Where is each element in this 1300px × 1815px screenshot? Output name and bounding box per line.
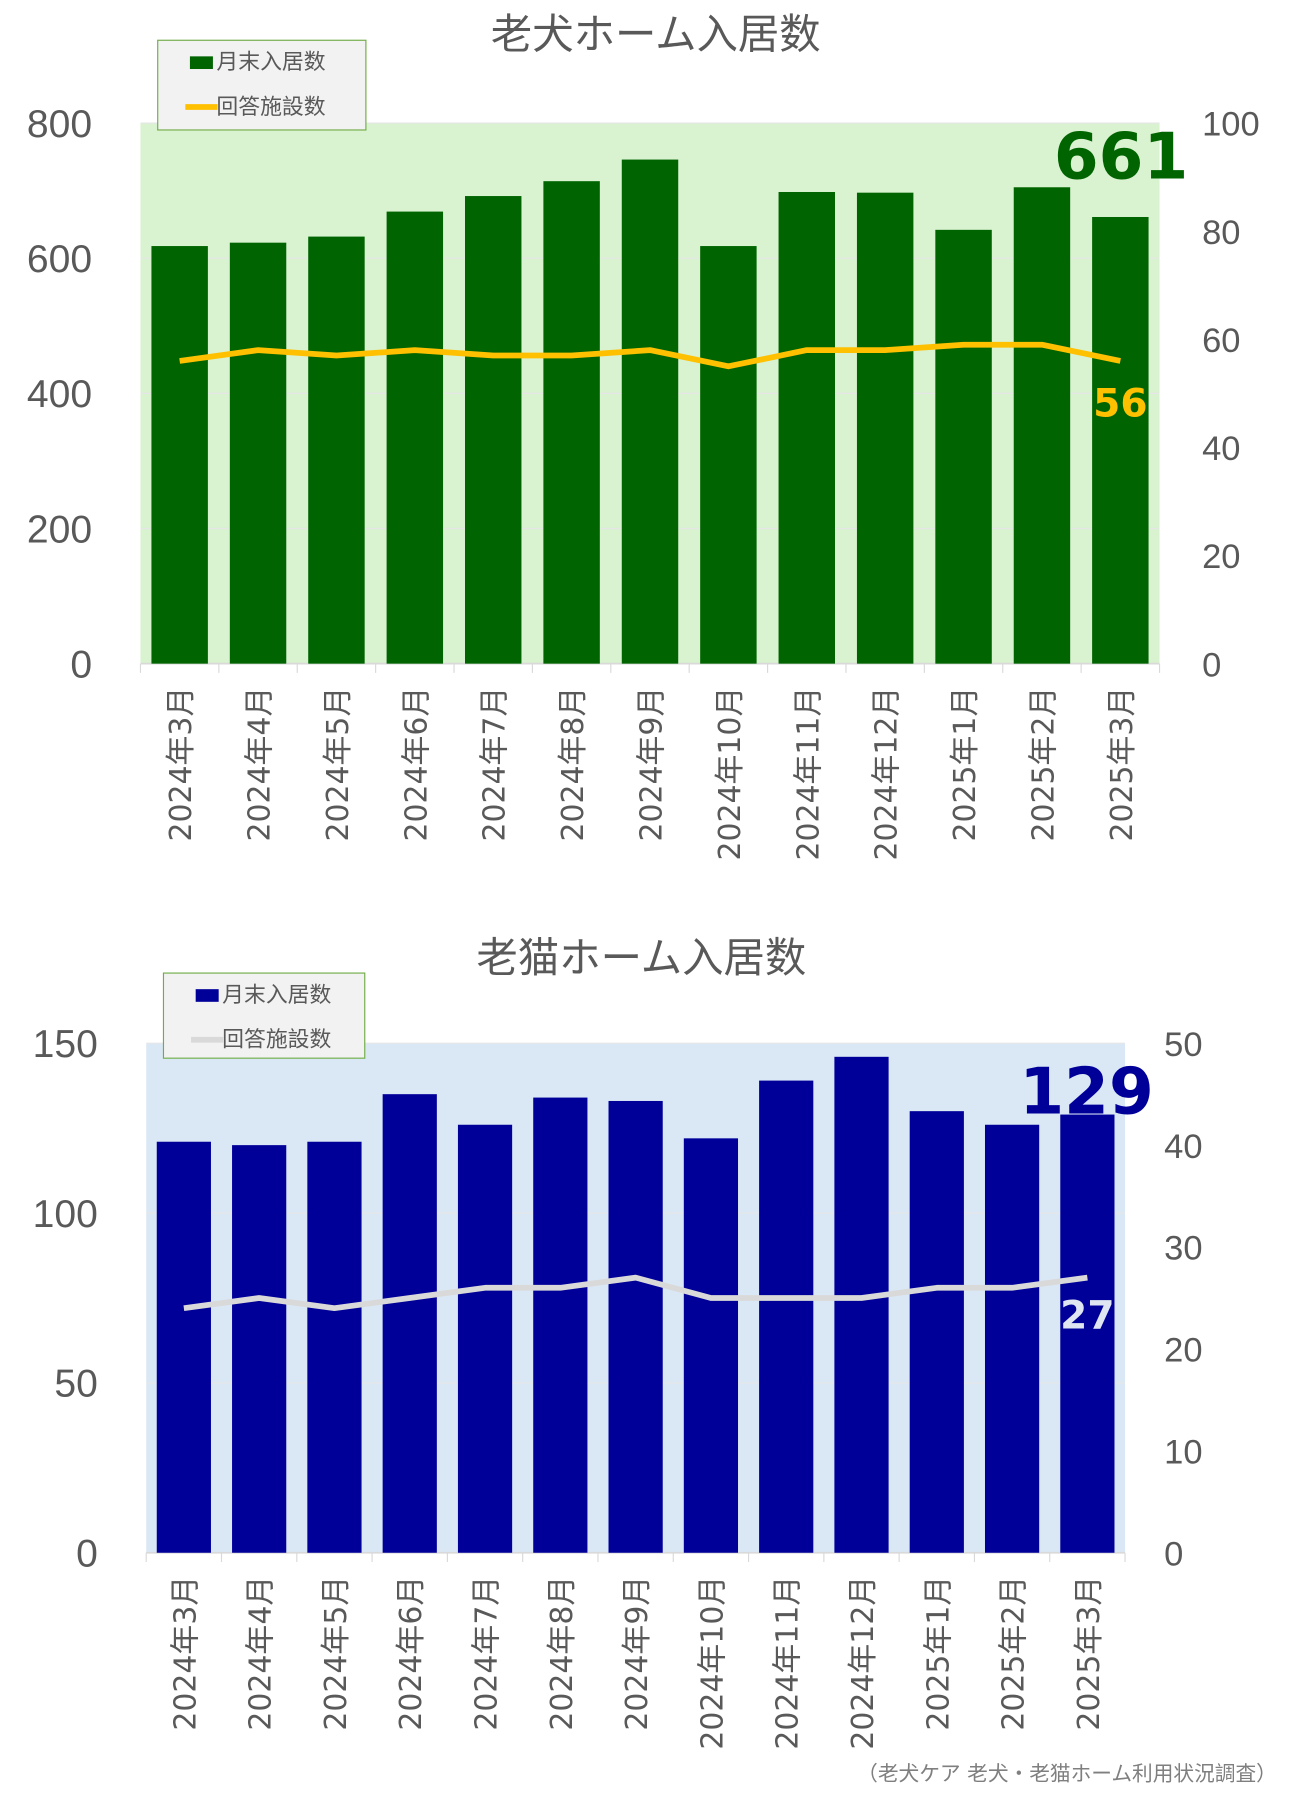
x-tick-label: 2024年10月 xyxy=(695,1576,730,1750)
bar-last-value-label: 129 xyxy=(1019,1054,1153,1129)
y2-tick-label: 60 xyxy=(1202,322,1240,360)
x-tick-label: 2024年8月 xyxy=(556,687,591,842)
legend-line-label: 回答施設数 xyxy=(216,95,325,120)
y2-tick-label: 20 xyxy=(1164,1332,1202,1370)
y-tick-label: 800 xyxy=(27,103,92,146)
x-tick-label: 2024年9月 xyxy=(635,687,670,842)
y2-tick-label: 10 xyxy=(1164,1434,1202,1472)
dog-home-chart: 0 200 400 600 800 0 20 40 60 80 100 2024年3月 2024年4月 2… xyxy=(27,10,1260,860)
legend-bar-swatch xyxy=(189,56,213,70)
bar xyxy=(1013,187,1071,664)
x-tick-label: 2024年10月 xyxy=(713,687,748,861)
x-tick-label: 2024年3月 xyxy=(168,1576,203,1731)
y2-tick-label: 20 xyxy=(1202,538,1240,576)
x-tick-label: 2025年2月 xyxy=(1026,687,1061,842)
bar-last-value-label: 661 xyxy=(1054,119,1188,194)
bar xyxy=(621,159,679,664)
x-tick-label: 2024年11月 xyxy=(771,1576,806,1750)
y2-tick-label: 0 xyxy=(1164,1535,1183,1573)
y-tick-label: 0 xyxy=(70,643,92,686)
x-tick-label: 2024年4月 xyxy=(243,687,278,842)
bar xyxy=(759,1080,814,1553)
bar xyxy=(533,1097,588,1553)
x-tick-label: 2024年6月 xyxy=(399,687,434,842)
x-tick-label: 2024年11月 xyxy=(791,687,826,861)
x-tick-label: 2024年7月 xyxy=(478,687,513,842)
bar xyxy=(1060,1114,1115,1553)
chart-title: 老犬ホーム入居数 xyxy=(491,10,821,58)
y-tick-label: 100 xyxy=(33,1193,98,1236)
legend-bar-swatch xyxy=(195,989,219,1002)
x-tick-label: 2025年1月 xyxy=(948,687,983,842)
y-tick-label: 600 xyxy=(27,238,92,281)
y-tick-label: 400 xyxy=(27,373,92,416)
x-tick-label: 2024年12月 xyxy=(846,1576,881,1750)
bar xyxy=(386,211,444,664)
bar xyxy=(700,246,757,664)
x-tick-label: 2024年4月 xyxy=(244,1576,279,1731)
bar xyxy=(984,1124,1040,1553)
bar xyxy=(307,1141,362,1553)
y2-tick-label: 50 xyxy=(1164,1026,1202,1064)
cat-home-chart: 0 50 100 150 0 10 20 30 40 50 2024年3月 2024年4月 2024年5… xyxy=(33,934,1203,1750)
bar xyxy=(151,246,208,664)
y-tick-label: 200 xyxy=(27,508,92,551)
x-tick-label: 2024年12月 xyxy=(870,687,905,861)
legend-bar-label: 月末入居数 xyxy=(222,983,331,1008)
x-tick-label: 2025年2月 xyxy=(997,1576,1032,1731)
bar xyxy=(856,192,914,664)
y2-tick-label: 80 xyxy=(1202,214,1240,252)
bar xyxy=(834,1056,889,1553)
bar xyxy=(778,191,836,664)
x-tick-label: 2024年8月 xyxy=(545,1576,580,1731)
bar xyxy=(608,1100,663,1553)
x-tick-label: 2024年7月 xyxy=(470,1576,505,1731)
y-tick-label: 0 xyxy=(76,1533,98,1576)
y2-tick-label: 40 xyxy=(1164,1128,1202,1166)
y2-tick-label: 100 xyxy=(1202,106,1260,144)
legend-line-label: 回答施設数 xyxy=(222,1028,331,1053)
x-tick-label: 2025年1月 xyxy=(921,1576,956,1731)
x-tick-label: 2024年9月 xyxy=(620,1576,655,1731)
bar xyxy=(935,229,992,664)
y2-tick-label: 30 xyxy=(1164,1230,1202,1268)
x-tick-label: 2024年3月 xyxy=(164,687,199,842)
legend-bar-label: 月末入居数 xyxy=(216,50,325,75)
y-tick-label: 50 xyxy=(54,1363,97,1406)
bar xyxy=(382,1094,437,1553)
chart-title: 老猫ホーム入居数 xyxy=(476,934,806,982)
y2-tick-label: 0 xyxy=(1202,646,1221,684)
x-tick-label: 2025年3月 xyxy=(1105,687,1140,842)
bar xyxy=(457,1124,513,1553)
bar xyxy=(909,1111,964,1553)
x-tick-label: 2025年3月 xyxy=(1072,1576,1107,1731)
source-note: （老犬ケア 老犬・老猫ホーム利用状況調査） xyxy=(857,1761,1277,1785)
bar xyxy=(464,196,522,664)
bar xyxy=(543,181,600,664)
bar xyxy=(1092,216,1149,664)
line-last-value-label: 27 xyxy=(1060,1293,1114,1338)
bar xyxy=(232,1145,287,1553)
bar xyxy=(156,1141,211,1553)
legend-box xyxy=(162,972,366,1059)
bar xyxy=(683,1138,739,1553)
y2-tick-label: 40 xyxy=(1202,430,1240,468)
legend-box xyxy=(157,39,367,131)
x-tick-label: 2024年5月 xyxy=(319,1576,354,1731)
bar xyxy=(308,236,365,664)
x-tick-label: 2024年6月 xyxy=(394,1576,429,1731)
y-tick-label: 150 xyxy=(33,1023,98,1066)
x-tick-label: 2024年5月 xyxy=(321,687,356,842)
line-last-value-label: 56 xyxy=(1093,381,1147,426)
bar xyxy=(229,242,287,664)
